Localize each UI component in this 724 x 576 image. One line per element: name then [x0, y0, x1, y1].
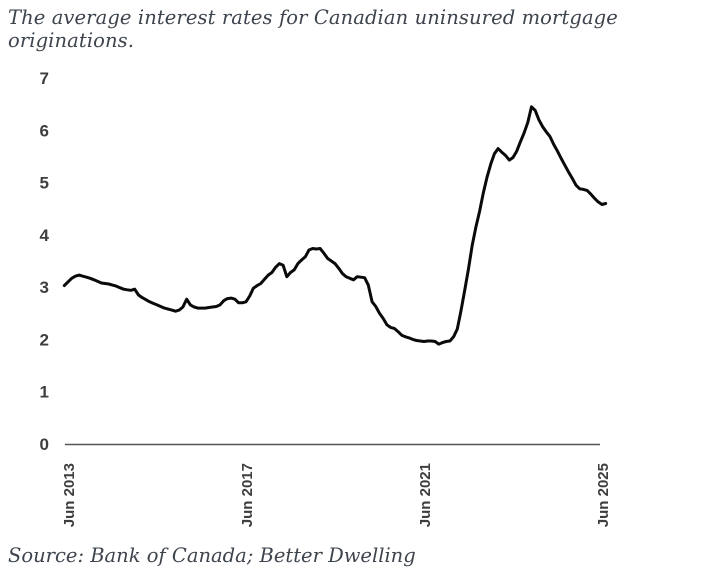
chart-source: Source: Bank of Canada; Better Dwelling	[8, 544, 416, 567]
y-axis-tick-label: 7	[40, 69, 49, 88]
x-axis-tick-label: Jun 2013	[61, 463, 78, 527]
y-axis-tick-label: 2	[40, 330, 49, 349]
y-axis-tick-label: 3	[40, 278, 49, 297]
plot-layer	[62, 105, 608, 446]
y-axis-tick-label: 6	[40, 121, 49, 140]
x-axis-tick-label: Jun 2025	[595, 463, 612, 527]
rate-line-chart: 0 1 2 3 4 5 6 7 Jun 2013 Jun 2017 Jun 2021 Jun 202…	[40, 69, 612, 527]
rate-line	[62, 105, 608, 346]
y-axis-tick-label: 5	[40, 174, 49, 193]
chart-title: The average interest rates for Canadian …	[8, 6, 618, 52]
x-axis-tick-label: Jun 2021	[417, 463, 434, 527]
x-axis-labels: Jun 2013 Jun 2017 Jun 2021 Jun 2025	[61, 463, 612, 527]
x-axis-tick-label: Jun 2017	[239, 463, 256, 527]
y-axis-labels: 0 1 2 3 4 5 6 7	[40, 69, 50, 454]
y-axis-tick-label: 4	[40, 226, 50, 245]
y-axis-tick-label: 1	[40, 383, 49, 402]
y-axis-tick-label: 0	[40, 435, 49, 454]
